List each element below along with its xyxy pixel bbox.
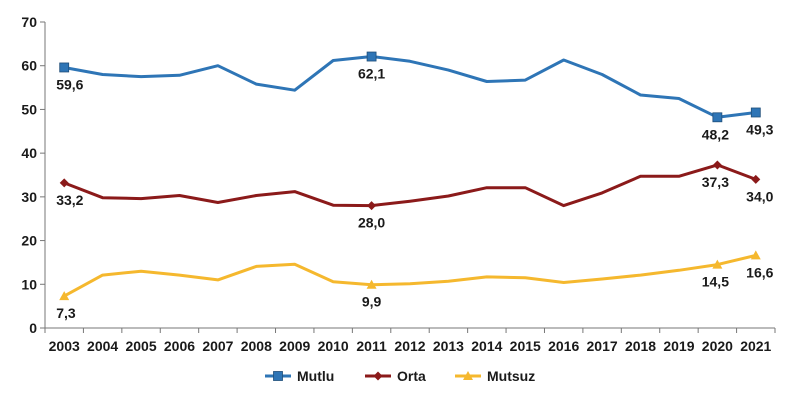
x-tick-label: 2004 [87,338,118,354]
x-tick-label: 2021 [740,338,771,354]
data-label-mutsuz: 7,3 [56,305,76,321]
legend-item-mutsuz: Mutsuz [455,368,535,384]
data-point-mutsuz [366,279,377,289]
x-tick-label: 2007 [202,338,233,354]
data-point-orta [59,178,69,188]
x-tick-label: 2014 [471,338,502,354]
data-label-mutsuz: 14,5 [702,274,729,290]
x-tick-label: 2005 [125,338,156,354]
data-label-mutlu: 62,1 [358,66,385,82]
data-point-mutsuz [712,259,723,269]
y-tick-label: 70 [21,14,37,30]
x-tick-label: 2012 [394,338,425,354]
series-orta [59,160,761,211]
x-tick-label: 2020 [702,338,733,354]
legend-label-orta: Orta [397,368,426,384]
data-label-mutlu: 59,6 [56,76,83,92]
series-mutlu [59,51,761,123]
x-tick-label: 2008 [241,338,272,354]
legend-marker-mutsuz [463,371,473,380]
x-tick-label: 2017 [587,338,618,354]
data-point-mutsuz [750,250,761,260]
series-layer [59,51,761,301]
data-point-mutlu [712,112,723,123]
y-tick-label: 40 [21,145,37,161]
data-point-orta [751,174,761,184]
series-line-orta [62,163,758,208]
x-tick-label: 2015 [510,338,541,354]
data-point-mutlu [59,62,70,73]
x-tick-label: 2010 [318,338,349,354]
data-label-orta: 28,0 [358,215,385,231]
x-tick-label: 2009 [279,338,310,354]
axes: 0 10 20 30 40 50 60 70 2003 2004 2005 2006 2007 2008 2… [21,14,776,354]
data-label-orta: 33,2 [56,192,83,208]
y-tick-label: 30 [21,189,37,205]
data-point-mutlu [750,107,761,118]
data-label-mutsuz: 16,6 [746,264,773,280]
data-point-orta [367,201,377,211]
data-label-orta: 37,3 [702,174,729,190]
data-label-orta: 34,0 [746,188,773,204]
y-tick-label: 50 [21,101,37,117]
x-tick-label: 2016 [548,338,579,354]
x-tick-label: 2011 [356,338,387,354]
legend-item-mutlu: Mutlu [265,368,334,384]
x-tick-label: 2006 [164,338,195,354]
x-tick-label: 2013 [433,338,464,354]
data-labels: 59,6 62,1 48,2 49,3 33,2 28,0 37,3 34,0 7,3 9,9 14… [56,66,773,322]
series-mutsuz [59,250,761,301]
x-tick-label: 2019 [663,338,694,354]
series-line-mutsuz [62,253,758,298]
series-line-mutlu [62,55,758,119]
data-point-mutsuz [59,291,70,301]
y-tick-label: 0 [29,320,37,336]
x-tick-label: 2003 [49,338,80,354]
data-label-mutlu: 49,3 [746,121,773,137]
y-tick-label: 60 [21,58,37,74]
legend-label-mutlu: Mutlu [297,368,334,384]
data-point-orta [712,160,722,170]
data-point-mutlu [366,51,377,62]
data-label-mutsuz: 9,9 [362,294,382,310]
legend-marker-mutlu [273,371,283,381]
legend-item-orta: Orta [365,368,426,384]
x-tick-label: 2018 [625,338,656,354]
legend: Mutlu Orta Mutsuz [265,368,535,384]
legend-label-mutsuz: Mutsuz [487,368,535,384]
legend-marker-orta [373,371,383,381]
data-label-mutlu: 48,2 [702,126,729,142]
y-tick-label: 10 [21,276,37,292]
y-tick-label: 20 [21,233,37,249]
